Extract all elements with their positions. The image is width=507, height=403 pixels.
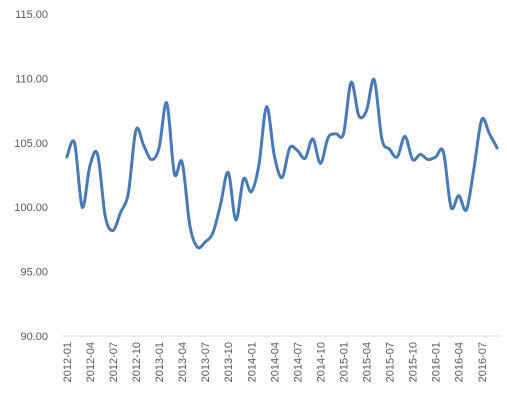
x-tick-label: 2012-04 bbox=[85, 342, 97, 382]
x-tick-label: 2015-01 bbox=[338, 342, 350, 382]
x-tick-label: 2014-10 bbox=[315, 342, 327, 382]
x-tick-label: 2015-07 bbox=[385, 342, 397, 382]
y-tick-label: 110.00 bbox=[15, 73, 48, 85]
x-tick-label: 2013-04 bbox=[177, 342, 189, 382]
x-tick-label: 2013-01 bbox=[154, 342, 166, 382]
x-tick-label: 2016-04 bbox=[454, 342, 466, 382]
x-tick-label: 2015-04 bbox=[362, 342, 374, 382]
x-tick-label: 2014-01 bbox=[246, 342, 258, 382]
y-axis-ticks: 90.00 95.00 100.00 105.00 110.00 115.00 bbox=[14, 9, 48, 343]
x-tick-label: 2012-07 bbox=[108, 342, 120, 382]
y-tick-label: 95.00 bbox=[20, 267, 48, 279]
x-tick-label: 2014-07 bbox=[292, 342, 304, 382]
series-layer bbox=[65, 77, 499, 250]
x-tick-label: 2016-01 bbox=[431, 342, 443, 382]
x-tick-label: 2013-10 bbox=[223, 342, 235, 382]
x-tick-label: 2013-07 bbox=[200, 342, 212, 382]
y-tick-label: 90.00 bbox=[20, 331, 48, 343]
x-tick-label: 2016-07 bbox=[477, 342, 489, 382]
x-tick-label: 2014-04 bbox=[269, 342, 281, 382]
y-tick-label: 105.00 bbox=[14, 138, 48, 150]
x-tick-label: 2015-10 bbox=[408, 342, 420, 382]
y-tick-label: 100.00 bbox=[14, 202, 48, 214]
x-tick-label: 2012-01 bbox=[62, 342, 74, 382]
x-tick-label: 2012-10 bbox=[131, 342, 143, 382]
x-axis-ticks: 2012-01 2012-04 2012-07 2012-10 2013-01 2013-… bbox=[62, 342, 489, 382]
y-tick-label: 115.00 bbox=[15, 9, 48, 21]
series-line bbox=[65, 77, 499, 250]
